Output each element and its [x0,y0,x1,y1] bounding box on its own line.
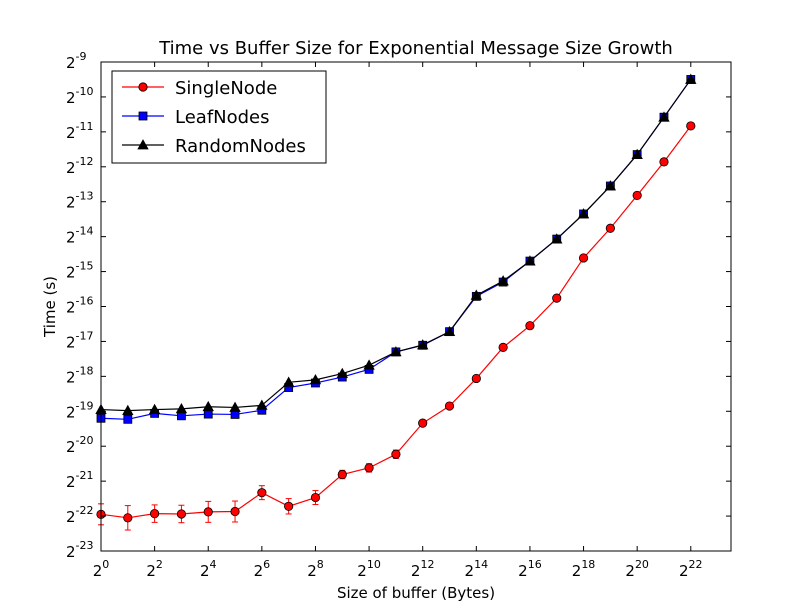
legend-label: SingleNode [175,78,277,99]
data-point [336,367,348,378]
y-tick-label: 2-18 [66,364,94,386]
data-point [175,403,188,414]
data-point [390,346,402,357]
y-tick-label: 2-9 [66,50,87,72]
x-tick-label: 220 [625,558,649,580]
series-line [100,125,692,519]
data-point [284,501,294,511]
data-point [123,513,133,523]
legend-label: RandomNodes [175,136,306,157]
data-point [631,148,643,159]
x-tick-label: 24 [200,558,217,580]
series-RandomNodes [95,73,697,415]
data-point [552,293,562,303]
data-point [471,373,481,384]
data-point [257,488,267,498]
data-point [230,506,240,517]
data-point [578,253,589,263]
axes: 20 22 24 26 28 210 212 214 216 218 220 222 2-9 2-10 2-… [66,50,732,580]
data-point [176,509,187,519]
y-tick-label: 2-14 [66,225,94,247]
data-point [444,401,455,411]
x-axis-label: Size of buffer (Bytes) [337,584,495,602]
x-tick-label: 210 [357,558,381,580]
y-tick-label: 2-17 [66,329,94,351]
chart-title: Time vs Buffer Size for Exponential Mess… [158,38,673,59]
data-point [605,223,615,233]
data-point [363,359,375,370]
y-tick-label: 2-20 [66,434,94,456]
y-tick-label: 2-22 [66,504,94,526]
data-point [122,404,134,415]
legend-item-SingleNode: SingleNode [122,78,277,99]
data-point [364,463,374,473]
data-point [470,289,482,300]
x-tick-label: 22 [146,558,163,580]
data-point [604,180,617,191]
data-point [203,409,213,419]
data-point [123,414,133,424]
data-point [551,233,563,244]
y-axis-label: Time (s) [41,276,59,338]
y-tick-label: 2-16 [66,295,94,317]
data-point [417,339,429,350]
plot-area [95,73,697,531]
data-point [659,157,669,167]
data-point [148,403,161,414]
legend-marker [138,82,148,92]
y-tick-label: 2-11 [66,120,94,142]
data-point [203,507,213,517]
data-point [309,374,322,385]
x-tick-label: 216 [518,558,542,580]
legend-marker [137,139,149,150]
x-tick-label: 212 [411,558,435,580]
x-tick-label: 28 [307,558,324,580]
data-point [202,400,214,412]
data-point [577,208,590,219]
legend-box [111,70,327,164]
data-point [632,190,642,201]
data-point [282,376,295,387]
y-tick-label: 2-23 [66,539,94,561]
data-point [256,399,268,410]
x-tick-label: 218 [572,558,596,580]
x-tick-label: 222 [679,558,703,580]
data-point [685,73,697,84]
legend-item-RandomNodes: RandomNodes [122,136,306,157]
data-point [498,342,508,352]
y-tick-label: 2-19 [66,399,94,421]
data-point [418,418,428,428]
legend: SingleNode LeafNodes RandomNodes [111,70,327,164]
legend-label: LeafNodes [175,107,270,128]
legend-item-LeafNodes: LeafNodes [122,107,270,128]
data-point [337,469,347,480]
data-point [443,325,456,337]
data-point [391,449,401,459]
series-SingleNode [96,121,696,531]
data-point [150,509,160,519]
data-point [658,111,670,122]
data-point [497,275,509,286]
legend-marker [138,111,148,121]
y-tick-label: 2-15 [66,260,94,282]
y-tick-label: 2-12 [66,155,94,177]
x-tick-label: 26 [254,558,271,580]
data-point [229,401,241,412]
x-tick-label: 20 [93,558,110,580]
data-point [310,492,321,503]
y-tick-label: 2-10 [66,85,94,107]
y-tick-label: 2-21 [66,469,94,491]
data-point [525,321,535,331]
x-tick-label: 214 [465,558,489,580]
y-tick-label: 2-13 [66,190,94,212]
data-point [524,255,536,266]
data-point [686,121,696,131]
